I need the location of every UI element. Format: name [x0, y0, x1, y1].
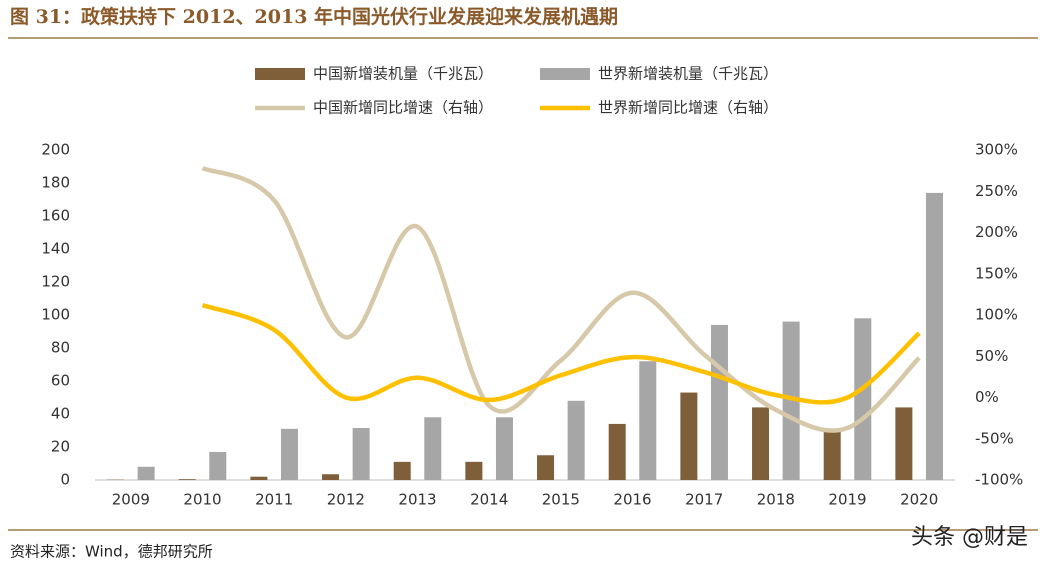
y-tick-label: 80: [51, 339, 70, 357]
bar: [424, 417, 441, 480]
x-tick-label: 2010: [183, 491, 221, 509]
y-tick-label: 0: [60, 471, 70, 489]
bar: [138, 467, 155, 480]
bar: [322, 474, 339, 480]
bar: [926, 193, 943, 480]
y2-tick-label: 200%: [975, 223, 1018, 241]
y-tick-label: 200: [41, 141, 70, 159]
bar: [250, 477, 267, 480]
y2-tick-label: 250%: [975, 182, 1018, 200]
y2-tick-label: 300%: [975, 141, 1018, 159]
x-tick-label: 2014: [470, 491, 508, 509]
y-tick-label: 40: [51, 405, 70, 423]
y-tick-label: 60: [51, 372, 70, 390]
y-tick-label: 20: [51, 438, 70, 456]
x-tick-label: 2012: [327, 491, 365, 509]
y-tick-label: 140: [41, 240, 70, 258]
y-tick-label: 160: [41, 207, 70, 225]
source: 资料来源：Wind，德邦研究所: [10, 543, 213, 561]
line: [203, 168, 920, 430]
bar: [609, 424, 626, 480]
x-tick-label: 2013: [398, 491, 436, 509]
bar: [711, 325, 728, 480]
x-tick-label: 2019: [828, 491, 866, 509]
y2-tick-label: 150%: [975, 264, 1018, 282]
y2-tick-label: 100%: [975, 306, 1018, 324]
y-tick-label: 180: [41, 174, 70, 192]
legend-swatch: [540, 68, 590, 80]
bar: [639, 361, 656, 480]
bar: [209, 452, 226, 480]
y2-tick-label: -100%: [975, 471, 1023, 489]
y-tick-label: 100: [41, 306, 70, 324]
legend-swatch: [255, 68, 305, 80]
x-tick-label: 2020: [900, 491, 938, 509]
x-tick-label: 2016: [613, 491, 651, 509]
bar: [394, 462, 411, 480]
x-tick-label: 2018: [757, 491, 795, 509]
bar: [537, 455, 554, 480]
y-tick-label: 120: [41, 273, 70, 291]
legend-label: 世界新增装机量（千兆瓦）: [598, 65, 778, 83]
line: [203, 305, 920, 402]
x-tick-label: 2015: [542, 491, 580, 509]
x-tick-label: 2011: [255, 491, 293, 509]
watermark: 头条 @财是: [911, 525, 1028, 550]
x-tick-label: 2009: [112, 491, 150, 509]
bar: [568, 401, 585, 480]
bar: [854, 318, 871, 480]
bar: [895, 407, 912, 480]
title: 图 31：政策扶持下 2012、2013 年中国光伏行业发展迎来发展机遇期: [10, 5, 618, 28]
legend-label: 中国新增装机量（千兆瓦）: [313, 65, 493, 83]
bar: [281, 429, 298, 480]
y2-tick-label: 0%: [975, 388, 999, 406]
y2-tick-label: 50%: [975, 347, 1008, 365]
bar: [680, 393, 697, 480]
legend-label: 世界新增同比增速（右轴）: [598, 99, 778, 117]
bar: [496, 417, 513, 480]
bar: [752, 407, 769, 480]
x-tick-label: 2017: [685, 491, 723, 509]
bar: [465, 462, 482, 480]
y2-tick-label: -50%: [975, 429, 1014, 447]
bar: [179, 479, 196, 480]
legend-label: 中国新增同比增速（右轴）: [313, 99, 493, 117]
bar: [824, 431, 841, 481]
bar: [353, 428, 370, 480]
